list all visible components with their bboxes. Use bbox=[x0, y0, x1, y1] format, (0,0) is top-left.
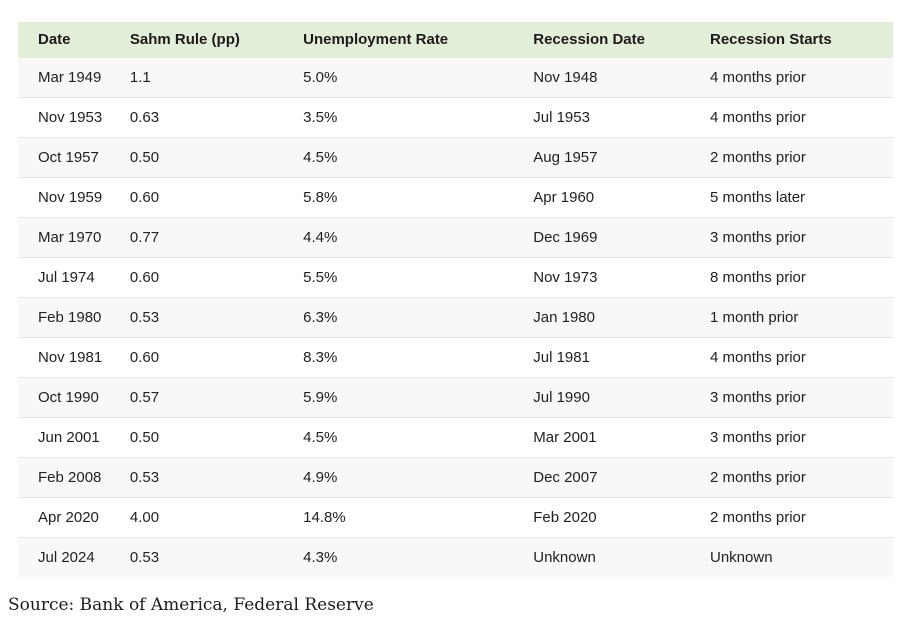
recession-starts-cell: 2 months prior bbox=[710, 469, 806, 486]
unemployment-rate-cell: 4.3% bbox=[303, 549, 338, 566]
table-row: Mar 1949 1.1 5.0% Nov 1948 4 months prio… bbox=[18, 58, 893, 98]
recession-starts-cell: 1 month prior bbox=[710, 309, 799, 326]
recession-date-cell: Mar 2001 bbox=[533, 429, 597, 446]
table-row: Feb 2008 0.53 4.9% Dec 2007 2 months pri… bbox=[18, 457, 893, 498]
unemployment-rate-cell: 4.5% bbox=[303, 429, 338, 446]
sahm-rule-cell: 0.50 bbox=[129, 149, 160, 166]
unemployment-rate-cell: 14.8% bbox=[303, 509, 346, 526]
sahm-rule-cell: 0.53 bbox=[129, 309, 160, 326]
recession-date-cell: Nov 1973 bbox=[533, 269, 598, 286]
recession-date-cell: Dec 2007 bbox=[533, 469, 598, 486]
column-header: Unemployment Rate bbox=[283, 22, 514, 58]
source-note: Source: Bank of America, Federal Reserve bbox=[8, 595, 374, 615]
unemployment-rate-cell: 4.9% bbox=[303, 469, 338, 486]
date-cell: Oct 1990 bbox=[38, 389, 99, 406]
recession-starts-cell: 4 months prior bbox=[710, 349, 806, 366]
unemployment-rate-cell: 3.5% bbox=[303, 109, 338, 126]
recession-date-cell: Jul 1981 bbox=[533, 349, 590, 366]
recession-date-cell: Aug 1957 bbox=[533, 149, 598, 166]
unemployment-rate-cell: 5.0% bbox=[303, 69, 338, 86]
date-cell: Nov 1981 bbox=[38, 349, 103, 366]
header-row: Date Sahm Rule (pp) Unemployment Rate Re… bbox=[18, 22, 893, 58]
recession-date-cell: Jul 1990 bbox=[533, 389, 590, 406]
sahm-rule-cell: 0.53 bbox=[129, 469, 160, 486]
recession-starts-cell: 4 months prior bbox=[710, 109, 806, 126]
recession-date-cell: Unknown bbox=[533, 549, 596, 566]
recession-starts-cell: 3 months prior bbox=[710, 229, 806, 246]
sahm-rule-cell: 0.60 bbox=[129, 269, 160, 286]
recession-date-cell: Apr 1960 bbox=[533, 189, 595, 206]
date-cell: Jul 1974 bbox=[38, 269, 95, 286]
sahm-rule-cell: 4.00 bbox=[129, 509, 160, 526]
sahm-rule-cell: 0.63 bbox=[129, 109, 160, 126]
unemployment-rate-cell: 8.3% bbox=[303, 349, 338, 366]
table-row: Nov 1959 0.60 5.8% Apr 1960 5 months lat… bbox=[18, 177, 893, 218]
unemployment-rate-cell: 4.5% bbox=[303, 149, 338, 166]
recession-starts-cell: 2 months prior bbox=[710, 149, 806, 166]
date-cell: Nov 1953 bbox=[38, 109, 103, 126]
recession-starts-cell: Unknown bbox=[710, 549, 773, 566]
unemployment-rate-cell: 5.8% bbox=[303, 189, 338, 206]
sahm-rule-cell: 1.1 bbox=[129, 69, 151, 86]
table-row: Oct 1957 0.50 4.5% Aug 1957 2 months pri… bbox=[18, 137, 893, 178]
date-cell: Jun 2001 bbox=[38, 429, 100, 446]
recession-starts-cell: 8 months prior bbox=[710, 269, 806, 286]
table-row: Mar 1970 0.77 4.4% Dec 1969 3 months pri… bbox=[18, 217, 893, 258]
recession-date-cell: Feb 2020 bbox=[533, 509, 597, 526]
table-row: Feb 1980 0.53 6.3% Jan 1980 1 month prio… bbox=[18, 297, 893, 338]
sahm-rule-cell: 0.53 bbox=[129, 549, 160, 566]
unemployment-rate-cell: 6.3% bbox=[303, 309, 338, 326]
unemployment-rate-cell: 5.9% bbox=[303, 389, 338, 406]
date-cell: Mar 1949 bbox=[38, 69, 102, 86]
recession-date-cell: Nov 1948 bbox=[533, 69, 598, 86]
date-cell: Apr 2020 bbox=[38, 509, 99, 526]
table-row: Jul 2024 0.53 4.3% Unknown Unknown bbox=[18, 537, 893, 577]
table-row: Jul 1974 0.60 5.5% Nov 1973 8 months pri… bbox=[18, 257, 893, 298]
sahm-rule-cell: 0.60 bbox=[129, 189, 160, 206]
sahm-rule-cell: 0.57 bbox=[129, 389, 160, 406]
recession-starts-cell: 3 months prior bbox=[710, 389, 806, 406]
table-row: Oct 1990 0.57 5.9% Jul 1990 3 months pri… bbox=[18, 377, 893, 418]
column-header: Recession Date bbox=[513, 22, 690, 58]
table-row: Nov 1981 0.60 8.3% Jul 1981 4 months pri… bbox=[18, 337, 893, 378]
date-cell: Feb 1980 bbox=[38, 309, 102, 326]
sahm-rule-cell: 0.60 bbox=[129, 349, 160, 366]
recession-starts-cell: 5 months later bbox=[710, 189, 806, 206]
date-cell: Jul 2024 bbox=[38, 549, 95, 566]
column-header: Recession Starts bbox=[690, 22, 893, 58]
sahm-rule-table: Date Sahm Rule (pp) Unemployment Rate Re… bbox=[18, 22, 893, 577]
recession-date-cell: Jan 1980 bbox=[533, 309, 595, 326]
table-body: Mar 1949 1.1 5.0% Nov 1948 4 months prio… bbox=[18, 58, 893, 577]
date-cell: Feb 2008 bbox=[38, 469, 102, 486]
table-row: Apr 2020 4.00 14.8% Feb 2020 2 months pr… bbox=[18, 497, 893, 538]
table-row: Jun 2001 0.50 4.5% Mar 2001 3 months pri… bbox=[18, 417, 893, 458]
sahm-rule-cell: 0.77 bbox=[129, 229, 160, 246]
sahm-rule-table-container: Date Sahm Rule (pp) Unemployment Rate Re… bbox=[18, 22, 893, 577]
date-cell: Oct 1957 bbox=[38, 149, 99, 166]
recession-date-cell: Jul 1953 bbox=[533, 109, 590, 126]
sahm-rule-cell: 0.50 bbox=[129, 429, 160, 446]
recession-date-cell: Dec 1969 bbox=[533, 229, 598, 246]
recession-starts-cell: 3 months prior bbox=[710, 429, 806, 446]
recession-starts-cell: 2 months prior bbox=[710, 509, 806, 526]
unemployment-rate-cell: 5.5% bbox=[303, 269, 338, 286]
unemployment-rate-cell: 4.4% bbox=[303, 229, 338, 246]
table-header: Date Sahm Rule (pp) Unemployment Rate Re… bbox=[18, 22, 893, 58]
table-row: Nov 1953 0.63 3.5% Jul 1953 4 months pri… bbox=[18, 97, 893, 138]
recession-starts-cell: 4 months prior bbox=[710, 69, 806, 86]
column-header: Date bbox=[18, 22, 110, 58]
date-cell: Nov 1959 bbox=[38, 189, 103, 206]
column-header: Sahm Rule (pp) bbox=[109, 22, 284, 58]
date-cell: Mar 1970 bbox=[38, 229, 102, 246]
